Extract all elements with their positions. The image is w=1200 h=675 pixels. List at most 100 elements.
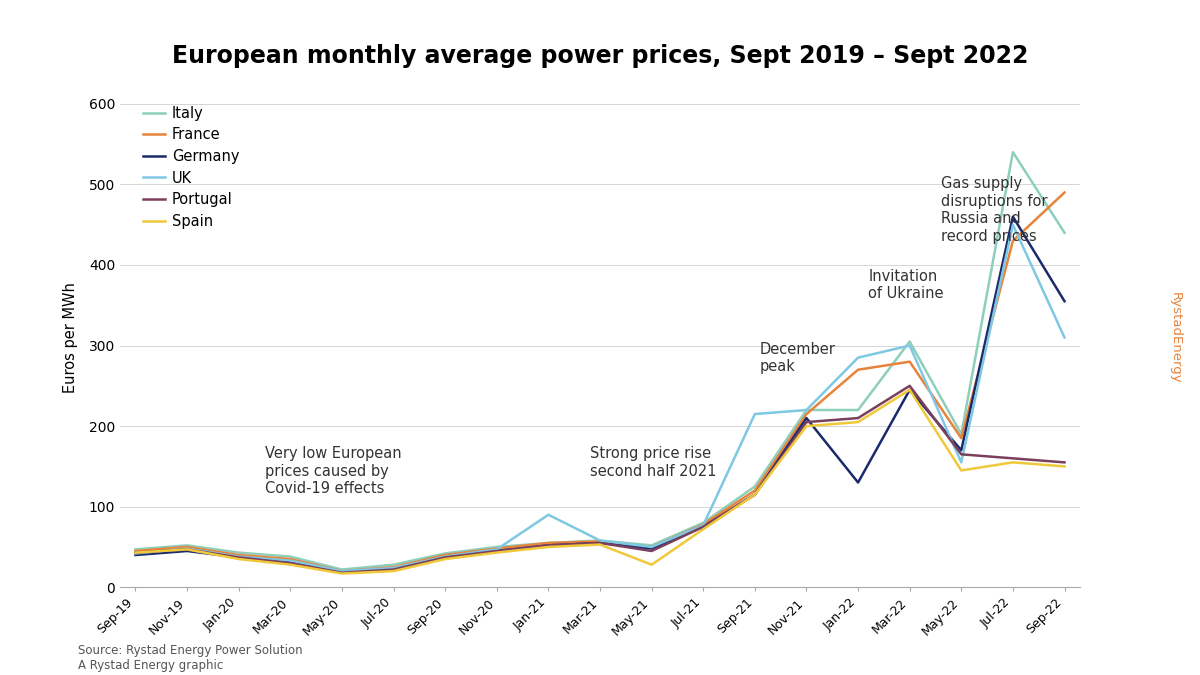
France bbox=[283, 555, 298, 563]
UK bbox=[902, 342, 917, 350]
Germany bbox=[1057, 297, 1072, 305]
UK bbox=[644, 543, 659, 551]
France bbox=[851, 366, 865, 374]
UK bbox=[128, 549, 143, 558]
Germany bbox=[232, 554, 246, 562]
Line: Italy: Italy bbox=[136, 152, 1064, 570]
Portugal bbox=[748, 491, 762, 499]
France bbox=[180, 543, 194, 551]
Line: Portugal: Portugal bbox=[136, 386, 1064, 573]
UK bbox=[851, 354, 865, 362]
Spain bbox=[799, 422, 814, 430]
Spain bbox=[283, 561, 298, 569]
Spain bbox=[490, 549, 504, 557]
Portugal bbox=[335, 569, 349, 577]
France bbox=[541, 539, 556, 547]
Spain bbox=[541, 543, 556, 551]
Italy bbox=[541, 539, 556, 547]
Line: France: France bbox=[136, 192, 1064, 571]
France bbox=[128, 547, 143, 555]
Y-axis label: Euros per MWh: Euros per MWh bbox=[62, 282, 78, 393]
UK bbox=[541, 511, 556, 519]
France bbox=[696, 520, 710, 529]
Germany bbox=[902, 386, 917, 394]
Text: December
peak: December peak bbox=[760, 342, 836, 374]
Italy bbox=[954, 430, 968, 438]
Italy bbox=[748, 483, 762, 491]
Legend: Italy, France, Germany, UK, Portugal, Spain: Italy, France, Germany, UK, Portugal, Sp… bbox=[137, 100, 245, 234]
Spain bbox=[128, 549, 143, 557]
UK bbox=[799, 406, 814, 414]
UK bbox=[438, 553, 452, 561]
Spain bbox=[954, 466, 968, 475]
Spain bbox=[180, 545, 194, 554]
Portugal bbox=[283, 559, 298, 567]
Italy bbox=[696, 519, 710, 527]
Portugal bbox=[386, 566, 401, 574]
Italy bbox=[283, 553, 298, 561]
UK bbox=[696, 521, 710, 529]
Line: UK: UK bbox=[136, 225, 1064, 571]
Spain bbox=[851, 418, 865, 426]
Portugal bbox=[541, 541, 556, 549]
Germany bbox=[283, 558, 298, 566]
Italy bbox=[438, 549, 452, 558]
Italy bbox=[644, 541, 659, 549]
Portugal bbox=[438, 554, 452, 562]
Text: Very low European
prices caused by
Covid-19 effects: Very low European prices caused by Covid… bbox=[264, 446, 401, 496]
Germany bbox=[954, 446, 968, 454]
UK bbox=[180, 545, 194, 553]
Germany bbox=[128, 551, 143, 559]
Spain bbox=[748, 491, 762, 499]
Spain bbox=[335, 570, 349, 578]
Portugal bbox=[490, 547, 504, 555]
Germany bbox=[696, 522, 710, 531]
Text: Strong price rise
second half 2021: Strong price rise second half 2021 bbox=[589, 446, 716, 479]
UK bbox=[283, 557, 298, 565]
Spain bbox=[386, 567, 401, 575]
Portugal bbox=[644, 547, 659, 555]
Spain bbox=[593, 541, 607, 549]
Italy bbox=[128, 545, 143, 554]
Italy bbox=[799, 406, 814, 414]
Germany bbox=[541, 541, 556, 549]
France bbox=[644, 543, 659, 551]
Italy bbox=[335, 566, 349, 574]
France bbox=[1006, 237, 1020, 245]
France bbox=[386, 563, 401, 571]
Italy bbox=[902, 338, 917, 346]
Italy bbox=[593, 537, 607, 545]
France bbox=[335, 567, 349, 575]
Italy bbox=[851, 406, 865, 414]
Spain bbox=[696, 525, 710, 533]
UK bbox=[748, 410, 762, 418]
UK bbox=[1006, 221, 1020, 229]
Line: Germany: Germany bbox=[136, 217, 1064, 573]
Germany bbox=[644, 545, 659, 553]
France bbox=[902, 358, 917, 366]
France bbox=[232, 551, 246, 559]
Germany bbox=[851, 479, 865, 487]
Spain bbox=[232, 555, 246, 563]
Portugal bbox=[851, 414, 865, 422]
France bbox=[1057, 188, 1072, 196]
Portugal bbox=[180, 545, 194, 554]
UK bbox=[593, 537, 607, 545]
France bbox=[438, 551, 452, 559]
Germany bbox=[593, 539, 607, 547]
France bbox=[799, 410, 814, 418]
Portugal bbox=[128, 549, 143, 557]
Text: RystadEnergy: RystadEnergy bbox=[1169, 292, 1182, 383]
Text: Gas supply
disruptions for
Russia and
record prices: Gas supply disruptions for Russia and re… bbox=[941, 176, 1048, 244]
Portugal bbox=[1006, 454, 1020, 462]
Text: Invitation
of Ukraine: Invitation of Ukraine bbox=[869, 269, 944, 302]
Germany bbox=[335, 569, 349, 577]
Germany bbox=[180, 547, 194, 555]
Italy bbox=[232, 549, 246, 557]
Germany bbox=[490, 547, 504, 555]
France bbox=[748, 487, 762, 495]
Portugal bbox=[232, 554, 246, 562]
Italy bbox=[1006, 148, 1020, 156]
Spain bbox=[644, 561, 659, 569]
Portugal bbox=[902, 382, 917, 390]
